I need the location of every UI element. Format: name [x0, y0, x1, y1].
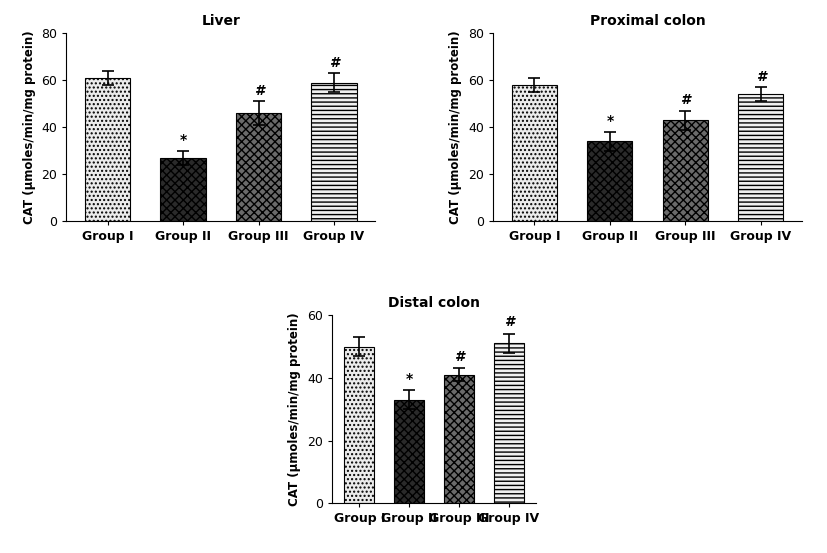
Bar — [444, 375, 474, 503]
Bar — [512, 85, 557, 221]
Bar — [160, 158, 206, 221]
Bar — [587, 142, 633, 221]
Bar — [662, 120, 708, 221]
Text: *: * — [606, 114, 614, 128]
Title: Distal colon: Distal colon — [388, 296, 480, 310]
Text: #: # — [329, 56, 339, 70]
Bar — [738, 95, 783, 221]
Text: #: # — [756, 70, 766, 84]
Text: *: * — [179, 133, 187, 147]
Bar — [85, 78, 131, 221]
Bar — [236, 113, 281, 221]
Bar — [311, 82, 356, 221]
Y-axis label: CAT (µmoles/min/mg protein): CAT (µmoles/min/mg protein) — [449, 30, 462, 224]
Y-axis label: CAT (µmoles/min/mg protein): CAT (µmoles/min/mg protein) — [289, 312, 302, 506]
Bar — [344, 347, 375, 503]
Text: #: # — [454, 350, 464, 364]
Bar — [394, 400, 424, 503]
Text: *: * — [405, 372, 413, 386]
Bar — [494, 343, 524, 503]
Title: Proximal colon: Proximal colon — [590, 14, 705, 28]
Y-axis label: CAT (µmoles/min/mg protein): CAT (µmoles/min/mg protein) — [22, 30, 36, 224]
Title: Liver: Liver — [201, 14, 240, 28]
Text: #: # — [504, 315, 514, 330]
Text: #: # — [681, 93, 690, 107]
Text: #: # — [254, 84, 263, 98]
